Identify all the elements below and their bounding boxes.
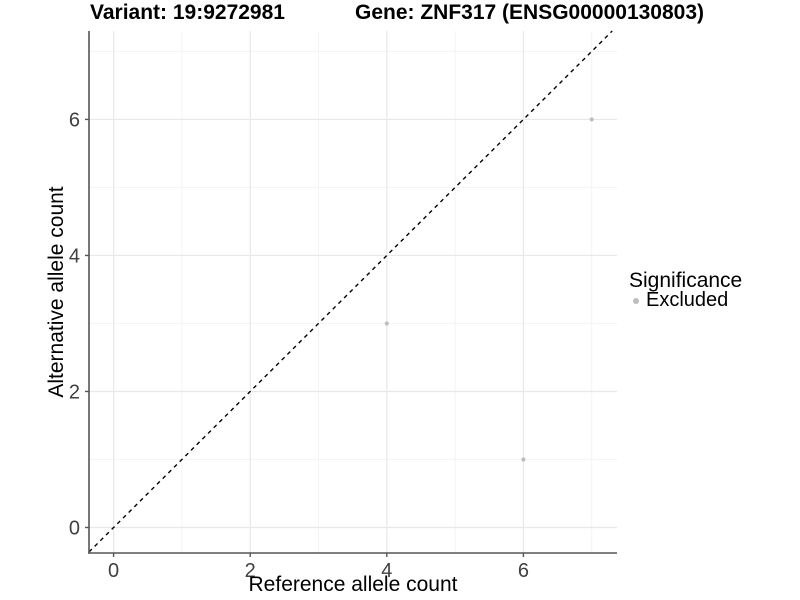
- data-point: [589, 117, 594, 122]
- x-tick-label: 0: [108, 560, 119, 582]
- legend-title: Significance: [629, 269, 743, 292]
- legend: Significance Excluded: [629, 269, 743, 311]
- data-point: [384, 321, 389, 326]
- y-axis-title: Alternative allele count: [45, 186, 68, 398]
- identity-dashed-line: [88, 30, 613, 553]
- y-tick-label: 0: [69, 517, 80, 539]
- gene-title: Gene: ZNF317 (ENSG00000130803): [355, 1, 705, 24]
- legend-item-label: Excluded: [646, 289, 729, 311]
- x-tick-label: 6: [518, 560, 529, 582]
- excluded-dot-icon: [633, 297, 639, 304]
- x-axis-title: Reference allele count: [248, 573, 458, 596]
- variant-title: Variant: 19:9272981: [90, 1, 285, 24]
- legend-item-excluded: Excluded: [629, 289, 742, 311]
- y-tick-label: 2: [69, 381, 80, 403]
- y-tick-label: 6: [69, 109, 80, 131]
- x-tick-label: 4: [381, 560, 392, 582]
- y-tick-label: 4: [69, 245, 80, 267]
- x-tick-label: 2: [245, 560, 256, 582]
- data-point: [521, 457, 526, 462]
